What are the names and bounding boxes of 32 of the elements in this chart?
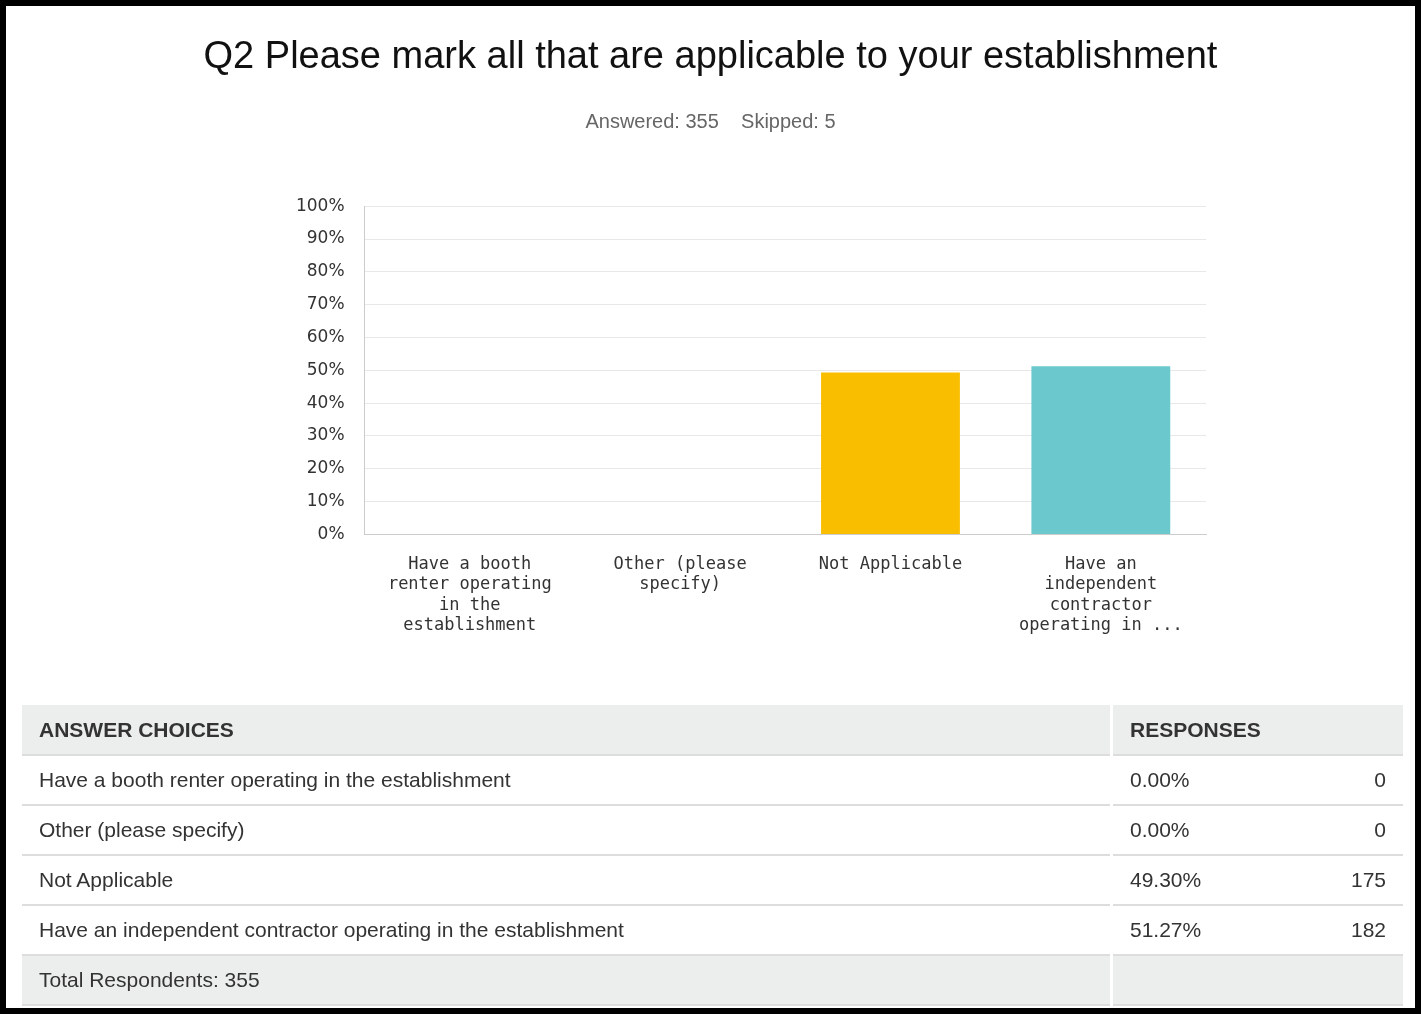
- text: 0: [1288, 805, 1403, 855]
- text: Total Respondents: 355: [22, 955, 1112, 1005]
- text: 0.00%: [1111, 805, 1289, 855]
- x-tick-label: Have a booth renter operating in the establishment: [387, 553, 552, 635]
- x-tick-label: Not Applicable: [818, 553, 963, 574]
- y-tick-label: 60%: [306, 325, 345, 346]
- y-tick-label: 90%: [306, 227, 345, 248]
- text: 175: [1288, 855, 1403, 905]
- x-tick-label: Other (please specify): [613, 553, 747, 594]
- y-tick-label: 70%: [306, 293, 345, 314]
- text: Have a booth renter operating in the establishment: [22, 755, 1112, 805]
- text: 49.30%: [1111, 855, 1289, 905]
- y-tick-label: 0%: [317, 522, 345, 543]
- x-tick-label: Have an independent contractor operating in ...: [1018, 553, 1183, 635]
- y-tick-label: 100%: [295, 194, 345, 215]
- y-tick-label: 10%: [306, 490, 345, 510]
- text: Other (please specify): [22, 805, 1112, 855]
- y-tick-label: 80%: [306, 260, 345, 281]
- chart-subtitle: Answered: 355 Skipped: 5: [584, 110, 837, 133]
- text: Have an independent contractor operating in the establishment: [22, 905, 1112, 955]
- y-tick-label: 40%: [306, 391, 345, 412]
- chart-title: Q2 Please mark all that are applicable to your establishment: [202, 34, 1219, 77]
- text: 51.27%: [1111, 905, 1289, 955]
- text: 0: [1288, 755, 1403, 805]
- text: 0.00%: [1111, 755, 1289, 805]
- text: RESPONSES: [1111, 705, 1403, 755]
- text: 182: [1288, 905, 1403, 955]
- y-tick-label: 20%: [306, 457, 345, 478]
- y-tick-label: 50%: [306, 358, 345, 379]
- y-tick-label: 30%: [306, 424, 345, 445]
- text: Not Applicable: [22, 855, 1112, 905]
- text: ANSWER CHOICES: [22, 705, 1112, 755]
